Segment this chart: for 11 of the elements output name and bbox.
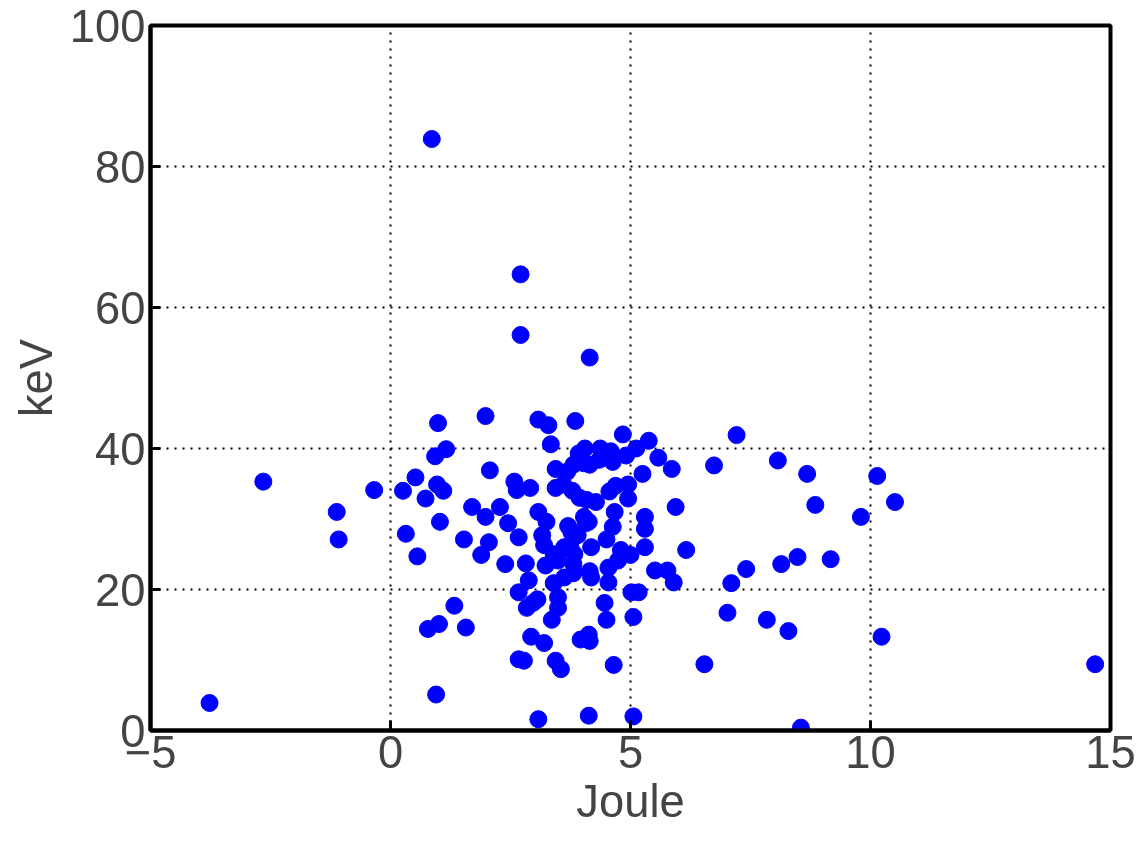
x-tick-label: 10: [845, 726, 896, 778]
x-tick-label: 0: [377, 726, 404, 778]
x-tick-label: 5: [617, 726, 644, 778]
y-axis-title: keV: [10, 338, 62, 418]
x-tick-label: 15: [1085, 726, 1136, 778]
y-tick-label: 80: [95, 141, 146, 193]
y-tick-label: 100: [69, 0, 146, 52]
y-tick-label: 60: [95, 282, 146, 334]
y-tick-label: 40: [95, 423, 146, 475]
y-tick-label: 20: [95, 564, 146, 616]
x-axis-title: Joule: [576, 775, 685, 827]
